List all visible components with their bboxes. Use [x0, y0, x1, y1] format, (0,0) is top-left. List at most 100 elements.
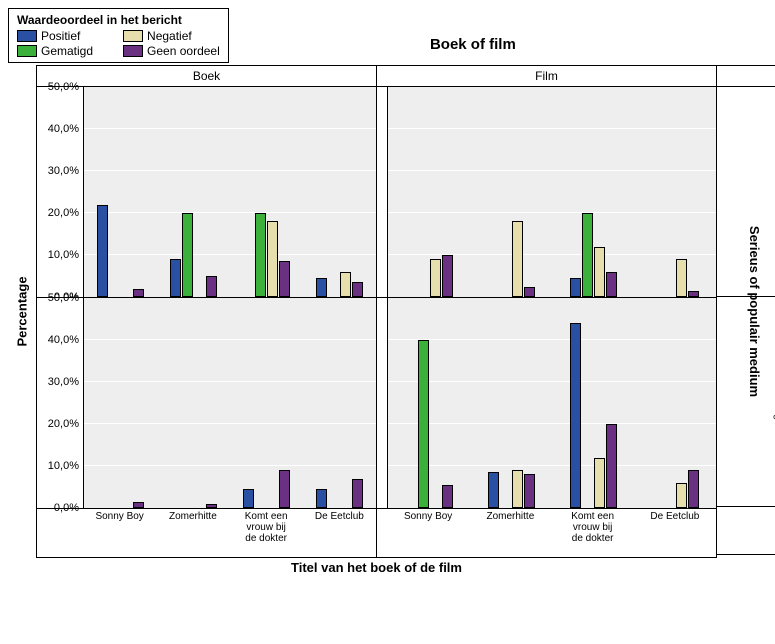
bar-group: [470, 298, 552, 508]
bar: [512, 470, 523, 508]
y-tick-label: 40,0%: [48, 123, 79, 135]
bar: [676, 259, 687, 297]
y-tick-label: 50,0%: [48, 292, 79, 304]
x-tick-label: Sonny Boy: [85, 511, 155, 522]
y-axis-label-container: Percentage: [8, 65, 36, 558]
bar: [512, 221, 523, 297]
bar: [279, 261, 290, 297]
y-tick-label: 50,0%: [48, 81, 79, 93]
bar: [606, 424, 617, 508]
bar-group: [388, 298, 470, 508]
bar: [255, 213, 266, 297]
legend-item: Positief: [17, 29, 93, 43]
bar: [182, 213, 193, 297]
x-tick-label: Komt eenvrouw bijde dokter: [558, 511, 628, 544]
chart-panel: [377, 87, 716, 297]
bar: [316, 489, 327, 508]
y-tick-label: 20,0%: [48, 207, 79, 219]
y-tick-label: 40,0%: [48, 334, 79, 346]
x-tick-label: De Eetclub: [640, 511, 710, 522]
bar: [279, 470, 290, 508]
bar: [340, 272, 351, 297]
x-tick-label: Komt eenvrouw bijde dokter: [231, 511, 301, 544]
plot-area: [387, 298, 716, 508]
chart-panel: 0,0%10,0%20,0%30,0%40,0%50,0%: [37, 298, 377, 508]
x-tick-label: Zomerhitte: [158, 511, 228, 522]
chart-panel: [377, 298, 716, 508]
legend-item: Gematigd: [17, 44, 93, 58]
bar: [594, 247, 605, 297]
legend-item: Geen oordeel: [123, 44, 220, 58]
bar-group: [230, 298, 303, 508]
bar-group: [634, 87, 716, 297]
panel-column-header: Film: [377, 66, 716, 86]
bar-group: [303, 298, 376, 508]
bar: [570, 278, 581, 297]
bar: [676, 483, 687, 508]
y-tick-label: 20,0%: [48, 418, 79, 430]
plot-area: [83, 87, 376, 297]
chart-panel: 0,0%10,0%20,0%30,0%40,0%50,0%: [37, 87, 377, 297]
bar: [488, 472, 499, 508]
bar-group: [84, 298, 157, 508]
bar-group: [84, 87, 157, 297]
bar-group: [303, 87, 376, 297]
x-axis-label: Titel van het boek of de film: [36, 560, 717, 575]
column-super-title: Boek of film: [229, 36, 717, 53]
bar-group: [388, 87, 470, 297]
bar: [570, 323, 581, 508]
legend-swatch: [123, 30, 143, 42]
panel-column-header: Boek: [37, 66, 377, 86]
legend-swatch: [17, 45, 37, 57]
x-tick-label: De Eetclub: [304, 511, 374, 522]
bar: [352, 479, 363, 508]
legend-item: Negatief: [123, 29, 220, 43]
legend-label: Negatief: [147, 29, 192, 43]
x-tick-label: Zomerhitte: [475, 511, 545, 522]
bar: [524, 287, 535, 298]
y-tick-label: 30,0%: [48, 165, 79, 177]
bar: [206, 276, 217, 297]
bar: [267, 221, 278, 297]
bar-group: [157, 298, 230, 508]
bar-group: [552, 87, 634, 297]
plot-area: [83, 298, 376, 508]
legend-swatch: [123, 45, 143, 57]
x-tick-label: Sonny Boy: [393, 511, 463, 522]
row-super-title: Serieus of populair medium: [748, 226, 763, 397]
bar-group: [552, 298, 634, 508]
bar: [97, 205, 108, 297]
bar-group: [470, 87, 552, 297]
bar: [418, 340, 429, 508]
bar: [524, 474, 535, 508]
bar: [352, 282, 363, 297]
bar: [688, 470, 699, 508]
bar: [133, 502, 144, 508]
legend: Waardeoordeel in het bericht Positief Neg…: [8, 8, 229, 63]
bar: [442, 255, 453, 297]
bar: [594, 458, 605, 508]
legend-label: Geen oordeel: [147, 44, 220, 58]
bar: [582, 213, 593, 297]
bar: [206, 504, 217, 508]
legend-label: Positief: [41, 29, 80, 43]
bar: [243, 489, 254, 508]
legend-swatch: [17, 30, 37, 42]
bar-group: [230, 87, 303, 297]
bar: [133, 289, 144, 297]
y-axis-label: Percentage: [15, 276, 30, 346]
bar-group: [157, 87, 230, 297]
plot-area: [387, 87, 716, 297]
bar-group: [634, 298, 716, 508]
bar: [170, 259, 181, 297]
legend-title: Waardeoordeel in het bericht: [17, 13, 220, 27]
legend-label: Gematigd: [41, 44, 93, 58]
bar: [606, 272, 617, 297]
y-tick-label: 10,0%: [48, 460, 79, 472]
y-tick-label: 30,0%: [48, 376, 79, 388]
bar: [442, 485, 453, 508]
y-tick-label: 10,0%: [48, 249, 79, 261]
bar: [430, 259, 441, 297]
bar: [316, 278, 327, 297]
y-tick-label: 0,0%: [54, 502, 79, 514]
